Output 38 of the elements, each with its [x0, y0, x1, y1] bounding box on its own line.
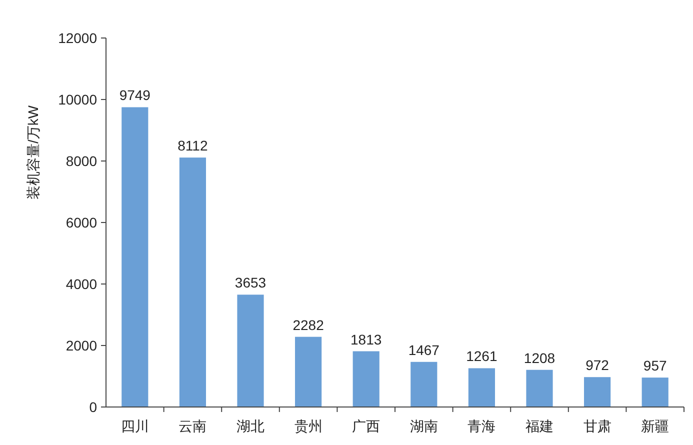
bar	[468, 368, 495, 407]
data-label: 957	[643, 358, 667, 374]
bar	[410, 362, 438, 407]
data-label: 9749	[119, 87, 151, 104]
x-tick-label: 青海	[468, 418, 496, 434]
x-tick-label: 福建	[526, 418, 554, 434]
x-tick-label: 广西	[352, 418, 380, 434]
bar	[179, 158, 206, 407]
bar	[352, 351, 380, 407]
y-tick-label: 4000	[66, 276, 98, 292]
y-tick-label: 12000	[58, 30, 98, 46]
data-label: 1813	[350, 331, 382, 348]
x-tick-label: 湖南	[410, 418, 438, 434]
y-tick-label: 0	[89, 399, 98, 415]
y-tick-label: 6000	[66, 214, 98, 230]
data-label: 8112	[178, 138, 208, 154]
y-tick-label: 2000	[66, 338, 98, 354]
bar	[642, 378, 668, 407]
y-tick-label: 8000	[66, 153, 98, 169]
bar	[122, 107, 148, 407]
x-tick-label: 湖北	[236, 418, 264, 434]
y-tick-label: 10000	[58, 92, 98, 108]
x-tick-label: 四川	[120, 418, 149, 434]
x-tick-label: 甘肃	[583, 418, 612, 434]
x-tick-label: 新疆	[641, 418, 670, 434]
y-axis-title: 装机容量/万kW	[25, 104, 41, 200]
data-label: 1261	[466, 348, 498, 364]
bar	[584, 377, 611, 407]
data-label: 3653	[234, 274, 266, 291]
data-label: 1467	[408, 342, 440, 358]
data-label: 1208	[524, 350, 556, 366]
x-tick-label: 云南	[178, 418, 207, 434]
bar	[526, 370, 553, 407]
data-label: 2282	[292, 316, 324, 333]
bar	[295, 336, 322, 407]
x-tick-label: 贵州	[294, 418, 322, 434]
data-label: 972	[586, 357, 610, 374]
bar	[237, 294, 264, 407]
